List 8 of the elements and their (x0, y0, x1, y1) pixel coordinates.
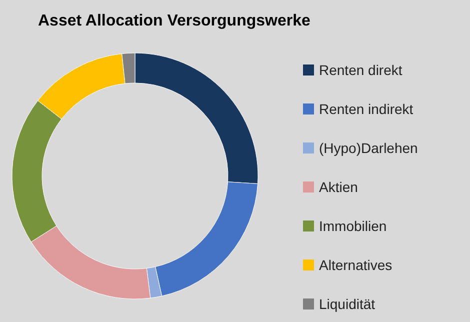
legend-label: Renten direkt (319, 62, 402, 78)
legend-label: Liquidität (319, 296, 376, 312)
legend-label: Aktien (319, 179, 358, 195)
legend-label: (Hypo)Darlehen (319, 140, 418, 156)
chart-title: Asset Allocation Versorgungswerke (38, 12, 310, 30)
legend-label: Renten indirekt (319, 101, 414, 117)
legend-label: Alternatives (319, 257, 392, 273)
legend-label: Immobilien (319, 218, 387, 234)
